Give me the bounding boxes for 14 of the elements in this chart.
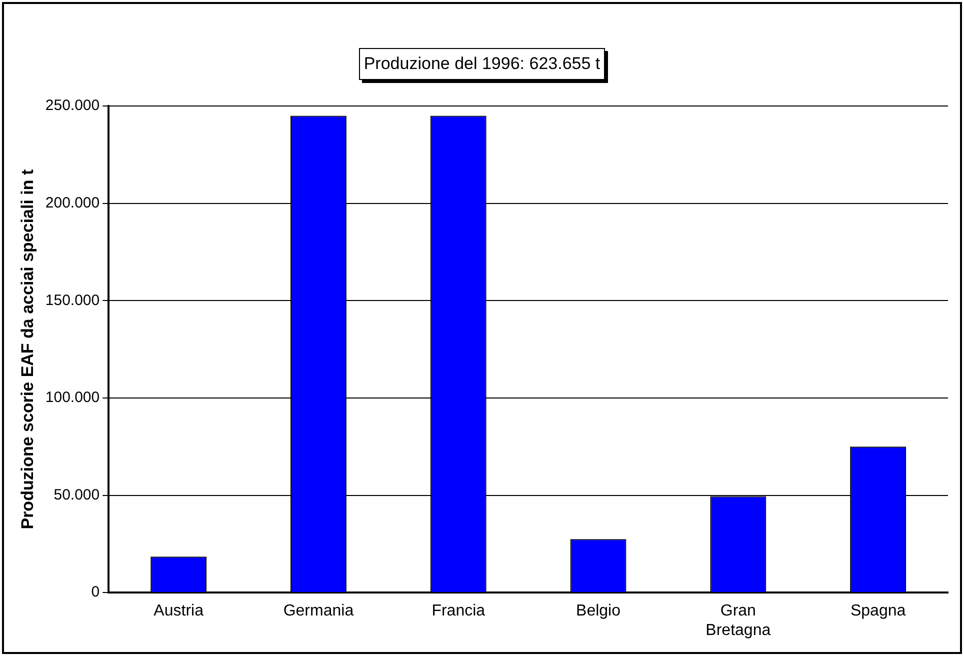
y-tick-label: 200.000	[45, 194, 100, 212]
x-tick-label: Gran Bretagna	[706, 602, 771, 639]
x-tick-label: Belgio	[576, 602, 621, 620]
x-tick-label: Germania	[283, 602, 354, 620]
x-tick-label: Francia	[432, 602, 486, 620]
y-tick-label: 50.000	[54, 486, 100, 504]
y-tick-label: 250.000	[45, 97, 100, 114]
y-tick-label: 0	[91, 584, 100, 601]
y-axis-title: Produzione scorie EAF da acciai speciali in t	[18, 168, 37, 530]
y-tick-label: 150.000	[45, 292, 100, 309]
x-tick-label: Austria	[154, 602, 204, 620]
x-tick-label: Spagna	[850, 602, 906, 620]
y-tick-label: 100.000	[45, 389, 100, 406]
chart-title: Produzione del 1996: 623.655 t	[358, 48, 606, 80]
